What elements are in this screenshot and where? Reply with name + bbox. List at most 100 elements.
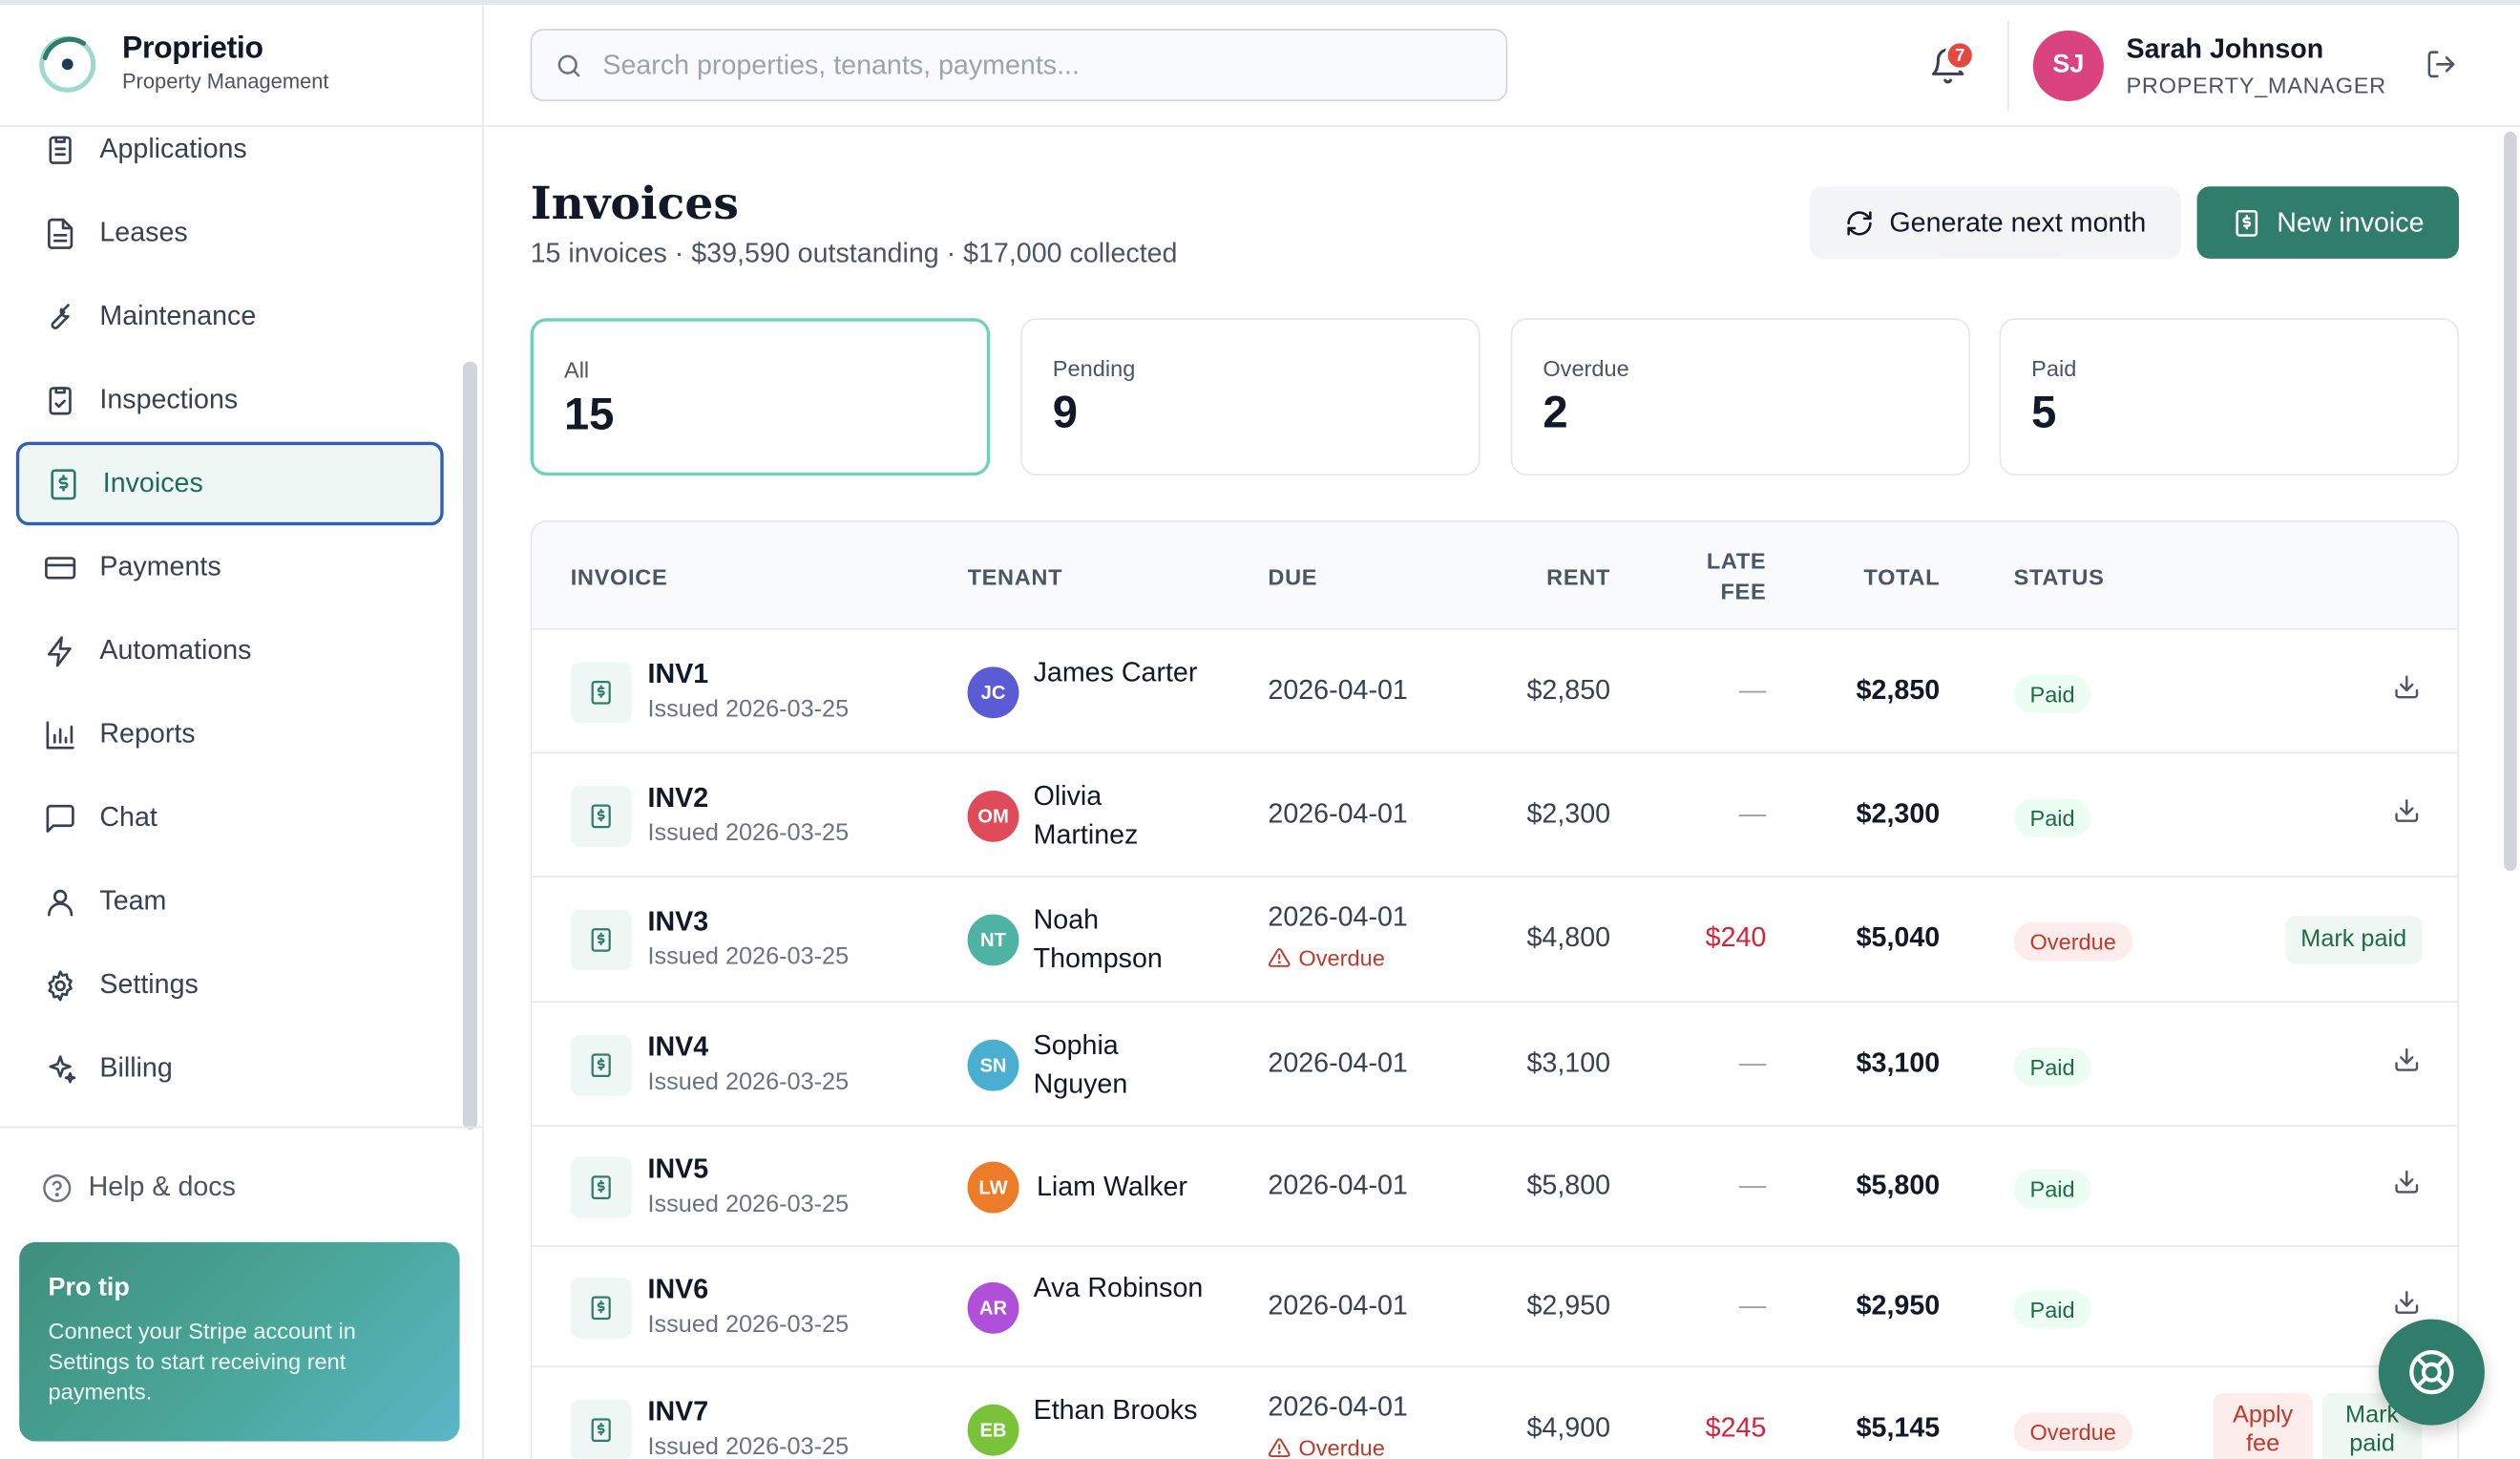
- column-header-due[interactable]: DUE: [1268, 563, 1318, 590]
- tenant-name[interactable]: Sophia Nguyen: [1033, 1029, 1128, 1100]
- stat-card-overdue[interactable]: Overdue 2: [1510, 318, 1971, 476]
- invoice-id[interactable]: INV1: [647, 658, 709, 689]
- stat-card-value: 5: [2031, 387, 2057, 437]
- sidebar-item-reports[interactable]: Reports: [16, 692, 444, 776]
- table-row[interactable]: INV7 Issued 2026-03-25 EB Ethan Brooks 2026-…: [532, 1367, 2457, 1459]
- column-header-late-fee-line1[interactable]: LATE: [1706, 547, 1767, 574]
- total-amount: $5,145: [1856, 1412, 1941, 1444]
- new-invoice-button[interactable]: New invoice: [2196, 186, 2460, 259]
- download-icon[interactable]: [2393, 673, 2422, 702]
- status-badge: Overdue: [2013, 921, 2132, 962]
- stat-card-value: 9: [1052, 387, 1079, 437]
- invoice-id[interactable]: INV6: [647, 1274, 709, 1305]
- column-header-total[interactable]: TOTAL: [1863, 563, 1941, 590]
- download-icon[interactable]: [2393, 1168, 2422, 1196]
- tenant-avatar: JC: [967, 666, 1019, 719]
- invoice-id[interactable]: INV3: [647, 906, 709, 938]
- tenant-name[interactable]: James Carter: [1033, 657, 1198, 688]
- total-amount: $2,300: [1856, 798, 1941, 830]
- download-icon[interactable]: [2393, 1047, 2422, 1075]
- column-header-late-fee-line2[interactable]: FEE: [1720, 578, 1767, 604]
- table-row[interactable]: INV6 Issued 2026-03-25 AR Ava Robinson 2026-…: [532, 1247, 2458, 1368]
- search-input[interactable]: [602, 49, 1471, 81]
- search-bar[interactable]: [530, 29, 1508, 102]
- page-subtitle: 15 invoices · $39,590 outstanding · $17,…: [530, 238, 1178, 269]
- user-avatar[interactable]: SJ: [2032, 30, 2104, 102]
- invoice-issued-date: Issued 2026-03-25: [647, 1190, 850, 1218]
- status-badge: Paid: [2013, 1047, 2091, 1087]
- column-header-invoice[interactable]: INVOICE: [570, 563, 668, 590]
- tenant-name[interactable]: Ethan Brooks: [1033, 1394, 1198, 1426]
- tenant-name[interactable]: Liam Walker: [1036, 1171, 1187, 1202]
- download-icon[interactable]: [2393, 797, 2422, 826]
- warning-triangle-icon: [1268, 1436, 1291, 1459]
- status-badge: Paid: [2013, 674, 2091, 714]
- notification-count-badge: 7: [1944, 40, 1976, 72]
- tenant-name[interactable]: Olivia Martinez: [1033, 780, 1139, 851]
- invoice-icon: [570, 785, 632, 847]
- total-amount: $5,800: [1856, 1170, 1941, 1201]
- overdue-note: Overdue: [1268, 1435, 1385, 1459]
- main-scrollbar[interactable]: [2504, 131, 2517, 872]
- due-date: 2026-04-01: [1268, 1170, 1408, 1201]
- message-icon: [42, 800, 77, 835]
- zap-icon: [42, 633, 77, 668]
- brand[interactable]: Proprietio Property Management: [35, 31, 329, 95]
- table-row[interactable]: INV4 Issued 2026-03-25 SN Sophia Nguyen 2026…: [532, 1003, 2458, 1127]
- invoice-id[interactable]: INV4: [647, 1031, 709, 1063]
- column-header-status[interactable]: STATUS: [2013, 563, 2105, 590]
- logout-icon[interactable]: [2426, 48, 2461, 83]
- invoice-icon: [570, 909, 632, 971]
- table-row[interactable]: INV5 Issued 2026-03-25 LW Liam Walker 2026-0…: [532, 1127, 2458, 1247]
- sidebar-item-label: Inspections: [99, 384, 239, 415]
- tenant-avatar: SN: [967, 1039, 1019, 1091]
- tenant-avatar: NT: [967, 914, 1019, 966]
- generate-next-month-button[interactable]: Generate next month: [1809, 186, 2181, 259]
- stat-card-paid[interactable]: Paid 5: [1999, 318, 2460, 476]
- sidebar-item-team[interactable]: Team: [16, 859, 444, 943]
- stat-card-label: All: [563, 356, 590, 383]
- sidebar-item-label: Billing: [99, 1052, 173, 1084]
- sidebar-item-applications[interactable]: Applications: [16, 108, 444, 192]
- sidebar-item-chat[interactable]: Chat: [16, 776, 444, 860]
- brand-name: Proprietio: [121, 32, 263, 66]
- tenant-name[interactable]: Noah Thompson: [1033, 904, 1163, 974]
- invoice-icon: [2232, 208, 2260, 237]
- help-docs-link[interactable]: Help & docs: [42, 1172, 236, 1204]
- invoice-issued-date: Issued 2026-03-25: [647, 942, 850, 971]
- top-header: 7 SJ Sarah Johnson PROPERTY_MANAGER: [483, 5, 2520, 127]
- late-fee-amount: —: [1738, 1290, 1767, 1322]
- invoice-id[interactable]: INV7: [647, 1396, 709, 1427]
- tenant-name[interactable]: Ava Robinson: [1033, 1272, 1204, 1303]
- sidebar-item-automations[interactable]: Automations: [16, 609, 444, 693]
- rent-amount: $5,800: [1526, 1170, 1611, 1201]
- mark-paid-button[interactable]: Mark paid: [2285, 916, 2423, 964]
- column-header-rent[interactable]: RENT: [1546, 563, 1611, 590]
- sidebar-item-maintenance[interactable]: Maintenance: [16, 275, 444, 359]
- sidebar-item-invoices[interactable]: Invoices: [15, 441, 444, 526]
- sidebar-item-inspections[interactable]: Inspections: [16, 358, 444, 442]
- download-icon[interactable]: [2393, 1289, 2422, 1318]
- column-header-tenant[interactable]: TENANT: [967, 563, 1063, 590]
- invoice-id[interactable]: INV2: [647, 782, 709, 814]
- sidebar-item-settings[interactable]: Settings: [16, 943, 444, 1027]
- table-row[interactable]: INV2 Issued 2026-03-25 OM Olivia Martinez 20…: [532, 753, 2458, 878]
- table-row[interactable]: INV3 Issued 2026-03-25 NT Noah Thompson 2026…: [532, 878, 2458, 1004]
- gear-icon: [42, 967, 77, 1003]
- table-row[interactable]: INV1 Issued 2026-03-25 JC James Carter 2026-…: [532, 630, 2458, 754]
- invoice-icon: [570, 1277, 632, 1339]
- support-fab-button[interactable]: [2378, 1319, 2485, 1426]
- file-text-icon: [42, 215, 77, 250]
- stat-card-all[interactable]: All 15: [530, 318, 991, 476]
- invoice-icon: [570, 1034, 632, 1096]
- stat-card-label: Pending: [1052, 354, 1136, 381]
- mark-paid-button[interactable]: Mark paid: [2321, 1393, 2423, 1459]
- sidebar-item-payments[interactable]: Payments: [16, 525, 444, 609]
- sidebar-item-leases[interactable]: Leases: [16, 191, 444, 275]
- sidebar-item-billing[interactable]: Billing: [16, 1026, 444, 1110]
- apply-fee-button[interactable]: Apply fee: [2213, 1393, 2313, 1459]
- warning-triangle-icon: [1268, 946, 1291, 969]
- stat-card-pending[interactable]: Pending 9: [1020, 318, 1480, 476]
- sidebar-scrollbar[interactable]: [462, 361, 478, 1131]
- invoice-id[interactable]: INV5: [647, 1153, 709, 1185]
